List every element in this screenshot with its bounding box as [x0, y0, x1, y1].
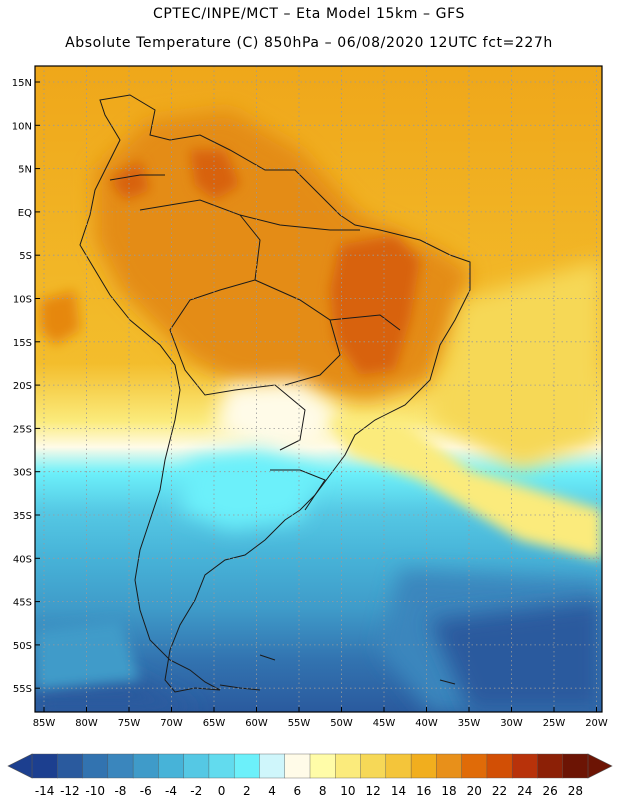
colorbar-label: 4	[268, 784, 276, 798]
colorbar-swatch	[259, 753, 286, 779]
map-frame	[34, 65, 603, 713]
colorbar-label: 6	[294, 784, 302, 798]
colorbar-arrow-low	[7, 753, 33, 779]
lon-tick-label: 40W	[415, 718, 438, 729]
lat-tick-label: 50S	[13, 641, 32, 652]
lat-tick-label: 15N	[12, 78, 32, 89]
colorbar-label: 28	[568, 784, 583, 798]
lat-tick-label: 15S	[13, 338, 32, 349]
colorbar-label: 2	[243, 784, 251, 798]
lon-tick-label: 75W	[118, 718, 141, 729]
colorbar: -14 -12 -10 -8 -6 -4 -2 0 2 4 6 8 10 12 14 16 18 20 22 24 26…	[7, 753, 613, 798]
lon-tick-label: 30W	[500, 718, 523, 729]
map-title-line2: Absolute Temperature (C) 850hPa – 06/08/…	[65, 35, 553, 51]
colorbar-swatch	[208, 753, 235, 779]
colorbar-label: 24	[517, 784, 532, 798]
map-title-line1: CPTEC/INPE/MCT – Eta Model 15km – GFS	[152, 6, 466, 22]
colorbar-swatch	[436, 753, 463, 779]
colorbar-swatch	[132, 753, 159, 779]
lon-tick-label: 25W	[543, 718, 566, 729]
lat-tick-label: EQ	[18, 208, 32, 219]
lon-tick-label: 65W	[203, 718, 226, 729]
lat-tick-label: 35S	[13, 511, 32, 522]
lat-tick-label: 55S	[13, 684, 32, 695]
temperature-field	[35, 66, 602, 712]
colorbar-swatch	[107, 753, 134, 779]
colorbar-swatch	[335, 753, 362, 779]
colorbar-swatch	[82, 753, 109, 779]
colorbar-swatch	[562, 753, 589, 779]
lat-tick-label: 20S	[13, 381, 32, 392]
colorbar-label: 14	[391, 784, 406, 798]
lon-tick-label: 20W	[585, 718, 608, 729]
lat-tick-label: 10N	[12, 121, 32, 132]
lat-tick-label: 45S	[13, 598, 32, 609]
lon-tick-label: 35W	[458, 718, 481, 729]
colorbar-label: -4	[165, 784, 177, 798]
lon-tick-label: 50W	[330, 718, 353, 729]
colorbar-swatch	[183, 753, 210, 779]
lon-tick-label: 70W	[160, 718, 183, 729]
lat-tick-label: 5S	[19, 251, 32, 262]
colorbar-label: 8	[319, 784, 327, 798]
colorbar-swatch	[360, 753, 387, 779]
colorbar-swatch	[233, 753, 260, 779]
colorbar-swatch	[461, 753, 488, 779]
colorbar-swatch	[31, 753, 58, 779]
lat-tick-label: 30S	[13, 468, 32, 479]
lon-tick-label: 60W	[245, 718, 268, 729]
colorbar-label: 20	[467, 784, 482, 798]
colorbar-swatch	[486, 753, 513, 779]
lat-tick-label: 40S	[13, 554, 32, 565]
colorbar-swatch	[385, 753, 412, 779]
colorbar-swatch	[309, 753, 336, 779]
colorbar-swatch	[158, 753, 185, 779]
lon-tick-label: 45W	[373, 718, 396, 729]
graticule	[35, 66, 602, 712]
lon-tick-label: 80W	[75, 718, 98, 729]
colorbar-swatch	[511, 753, 538, 779]
colorbar-label: 26	[542, 784, 557, 798]
lat-tick-label: 5N	[18, 165, 32, 176]
colorbar-label: 0	[218, 784, 226, 798]
lon-tick-label: 85W	[33, 718, 56, 729]
colorbar-label: -6	[140, 784, 152, 798]
lat-tick-label: 25S	[13, 424, 32, 435]
lat-tick-label: 10S	[13, 295, 32, 306]
axis-ticks: 15N 10N 5N EQ 5S 10S 15S 20S 25S 30S 35S 40S 45S 50S 5…	[12, 78, 608, 729]
colorbar-swatch	[57, 753, 84, 779]
colorbar-swatch	[410, 753, 437, 779]
colorbar-label: 18	[441, 784, 456, 798]
colorbar-label: -14	[35, 784, 55, 798]
colorbar-label: -2	[190, 784, 202, 798]
colorbar-swatch	[284, 753, 311, 779]
colorbar-label: -8	[114, 784, 126, 798]
colorbar-label: 10	[340, 784, 355, 798]
colorbar-label: 16	[416, 784, 431, 798]
colorbar-label: 22	[492, 784, 507, 798]
coastlines	[79, 94, 471, 693]
colorbar-label: 12	[366, 784, 381, 798]
colorbar-swatch	[537, 753, 564, 779]
colorbar-label: -12	[60, 784, 80, 798]
lon-tick-label: 55W	[288, 718, 311, 729]
colorbar-arrow-high	[587, 753, 613, 779]
colorbar-label: -10	[85, 784, 105, 798]
